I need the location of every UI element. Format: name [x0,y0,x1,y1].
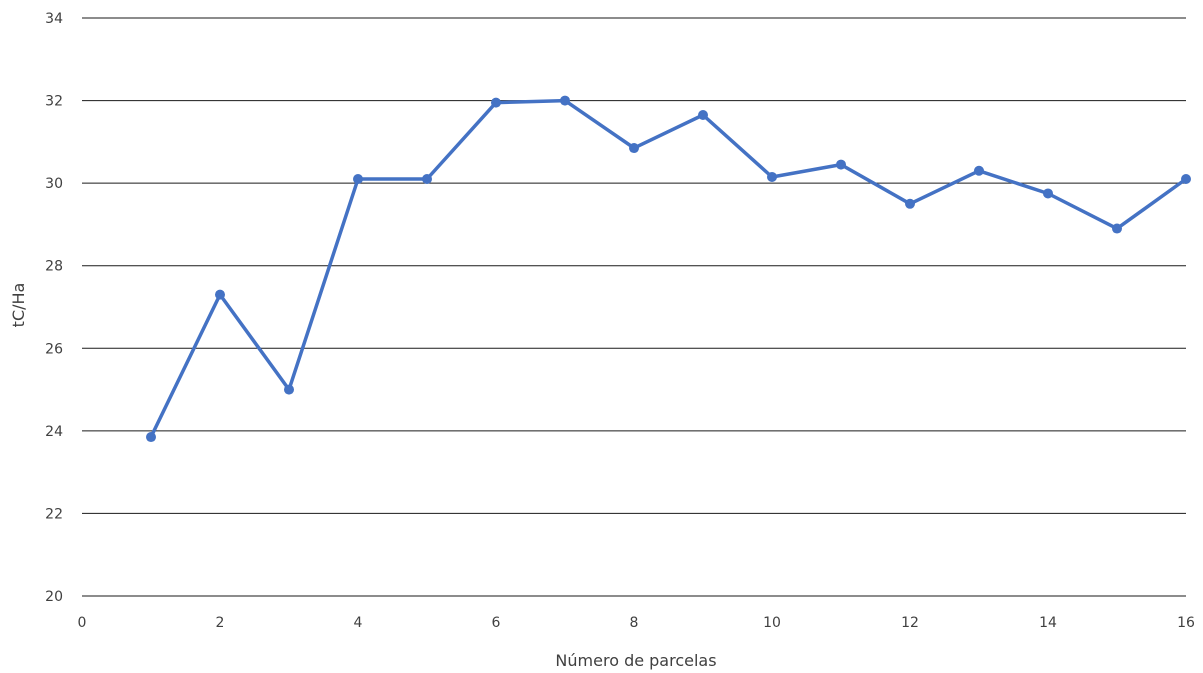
x-tick-label: 0 [78,615,87,631]
data-point [491,97,501,108]
series-line [149,98,1188,439]
data-point [629,143,639,154]
data-point [1043,188,1053,199]
series-layer [146,95,1191,443]
y-axis-title: tC/Ha [9,283,28,328]
y-tick-label: 32 [45,94,63,110]
data-point [284,384,294,395]
y-tick-label: 34 [45,11,63,27]
data-point [353,174,363,185]
x-axis-title: Número de parcelas [555,651,716,670]
x-tick-label: 16 [1177,615,1195,631]
x-tick-labels: 0 2 4 6 8 10 12 14 16 [78,615,1195,631]
x-tick-label: 6 [492,615,501,631]
data-point [767,171,777,182]
data-point [146,432,156,443]
y-tick-label: 28 [45,259,63,275]
data-point [836,159,846,170]
data-point [905,198,915,209]
x-tick-label: 12 [901,615,919,631]
x-tick-label: 8 [630,615,639,631]
y-tick-label: 20 [45,589,63,605]
data-point [1181,174,1191,185]
y-tick-label: 24 [45,424,63,440]
data-point [974,165,984,176]
y-tick-label: 22 [45,506,63,522]
x-tick-label: 2 [216,615,225,631]
data-point [698,110,708,121]
gridlines [82,17,1186,597]
y-tick-label: 30 [45,176,63,192]
data-point [215,289,225,300]
data-point [1112,223,1122,234]
x-tick-label: 14 [1039,615,1057,631]
x-tick-label: 4 [354,615,363,631]
x-tick-label: 10 [763,615,781,631]
y-tick-label: 26 [45,341,63,357]
data-point [560,95,570,106]
data-point [422,174,432,185]
y-tick-labels: 20 22 24 26 28 30 32 34 [45,11,63,605]
